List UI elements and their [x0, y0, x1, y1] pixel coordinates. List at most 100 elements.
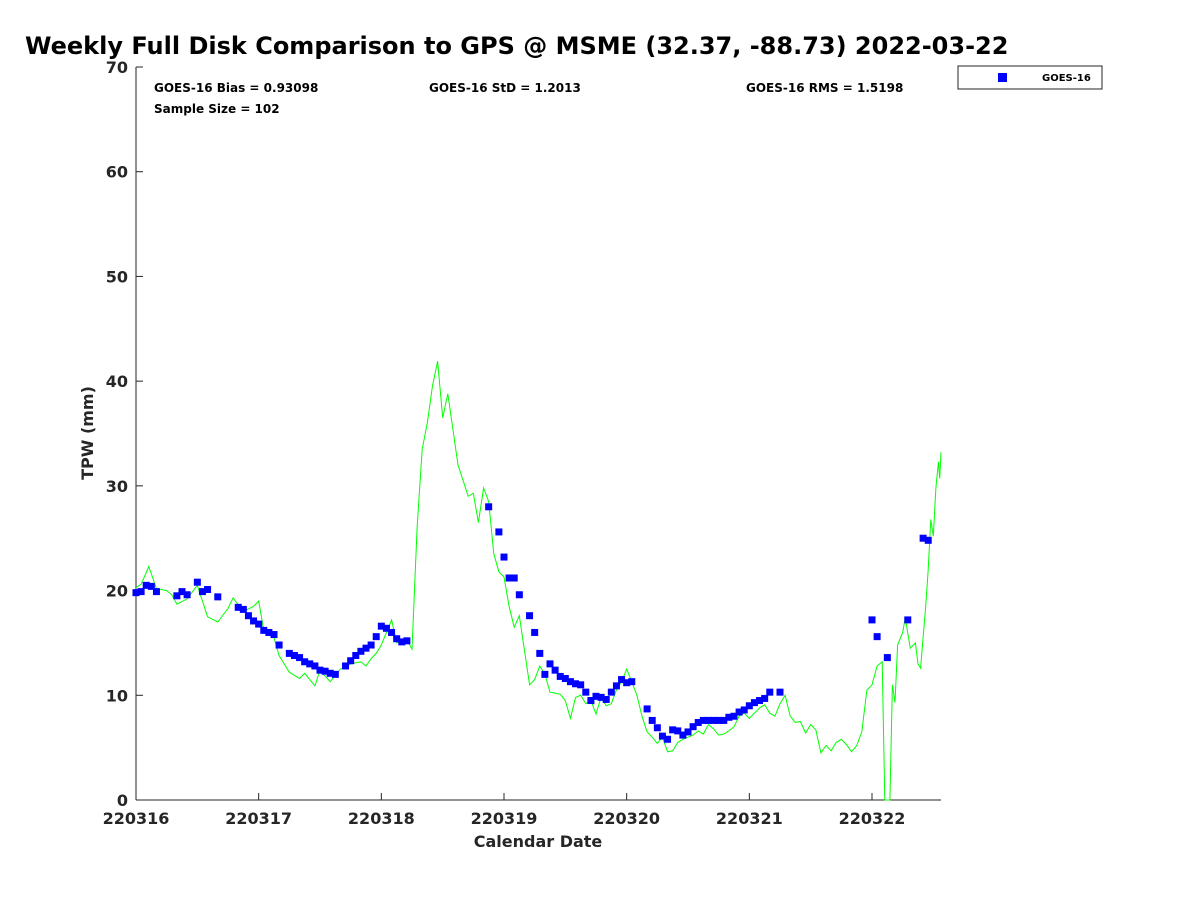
goes-point: [740, 706, 748, 714]
goes-point: [904, 616, 912, 624]
legend: GOES-16: [957, 65, 1103, 90]
goes-point: [270, 631, 278, 639]
goes-point: [234, 603, 242, 611]
goes-point: [597, 693, 605, 701]
goes-point: [173, 592, 181, 600]
goes-point: [607, 688, 615, 696]
x-axis-label: Calendar Date: [474, 832, 603, 851]
goes-point: [566, 678, 574, 686]
goes-point: [592, 692, 600, 700]
goes-point: [132, 589, 140, 597]
goes-point: [679, 731, 687, 739]
goes-point: [347, 657, 355, 665]
goes-point: [561, 675, 569, 683]
goes-point: [602, 695, 610, 703]
goes-point: [710, 716, 718, 724]
goes-point: [137, 588, 145, 596]
std-stat: GOES-16 StD = 1.2013: [429, 81, 581, 95]
goes-point: [526, 612, 534, 620]
goes-point: [628, 678, 636, 686]
goes-point: [745, 702, 753, 710]
legend-label-goes: GOES-16: [1042, 73, 1091, 84]
goes-series: [132, 503, 932, 743]
goes-point: [766, 688, 774, 696]
goes-point: [290, 651, 298, 659]
goes-point: [648, 716, 656, 724]
goes-point: [587, 697, 595, 705]
goes-point: [372, 633, 380, 641]
y-axis-label: TPW (mm): [78, 386, 97, 480]
chart-title: Weekly Full Disk Comparison to GPS @ MSM…: [25, 32, 1008, 60]
goes-point: [546, 660, 554, 668]
goes-point: [531, 628, 539, 636]
goes-point: [321, 667, 329, 675]
goes-point: [715, 716, 723, 724]
goes-point: [193, 578, 201, 586]
goes-point: [699, 716, 707, 724]
goes-point: [403, 637, 411, 645]
goes-point: [919, 534, 927, 542]
goes-point: [244, 612, 252, 620]
y-tick-label: 20: [106, 582, 128, 601]
goes-point: [352, 651, 360, 659]
y-tick-label: 30: [106, 477, 128, 496]
plot-area: 0 10 20 30 40 50 60 70 220316 220317 220318 220319…: [103, 58, 942, 828]
goes-point: [776, 688, 784, 696]
goes-point: [239, 605, 247, 613]
goes-point: [500, 553, 508, 561]
goes-point: [643, 705, 651, 713]
legend-box: [957, 65, 1103, 90]
goes-point: [301, 658, 309, 666]
goes-point: [265, 628, 273, 636]
goes-point: [674, 727, 682, 735]
goes-point: [142, 581, 150, 589]
goes-point: [577, 681, 585, 689]
goes-point: [623, 679, 631, 687]
goes-point: [377, 622, 385, 630]
sample-size-stat: Sample Size = 102: [154, 102, 280, 116]
goes-point: [720, 716, 728, 724]
x-tick-label: 220317: [225, 809, 292, 828]
y-tick-label: 60: [106, 163, 128, 182]
x-tick-label: 220321: [716, 809, 783, 828]
goes-point: [750, 699, 758, 707]
goes-point: [367, 641, 375, 649]
goes-point: [669, 726, 677, 734]
goes-point: [275, 641, 283, 649]
y-tick-label: 40: [106, 372, 128, 391]
goes-point: [730, 712, 738, 720]
goes-point: [398, 638, 406, 646]
goes-point: [689, 723, 697, 731]
goes-point: [658, 732, 666, 740]
goes-point: [495, 528, 503, 536]
goes-point: [296, 654, 304, 662]
goes-point: [183, 591, 191, 599]
goes-point: [618, 676, 626, 684]
goes-point: [704, 716, 712, 724]
goes-point: [388, 628, 396, 636]
goes-point: [147, 582, 155, 590]
gps-series: [135, 361, 942, 801]
goes-point: [868, 616, 876, 624]
goes-point: [306, 660, 314, 668]
goes-point: [393, 635, 401, 643]
x-tick-label: 220320: [593, 809, 660, 828]
goes-point: [510, 574, 518, 582]
goes-point: [694, 719, 702, 727]
goes-point: [541, 670, 549, 678]
goes-point: [382, 624, 390, 632]
goes-point: [536, 649, 544, 657]
goes-point: [255, 620, 263, 628]
goes-point: [285, 649, 293, 657]
goes-point: [331, 670, 339, 678]
goes-point: [924, 536, 932, 544]
goes-point: [873, 633, 881, 641]
goes-point: [357, 647, 365, 655]
x-ticks: 220316 220317 220318 220319 220320 220321 2203…: [103, 793, 906, 828]
goes-point: [551, 666, 559, 674]
goes-point: [316, 666, 324, 674]
goes-point: [260, 626, 268, 634]
goes-point: [684, 728, 692, 736]
x-tick-label: 220322: [839, 809, 906, 828]
